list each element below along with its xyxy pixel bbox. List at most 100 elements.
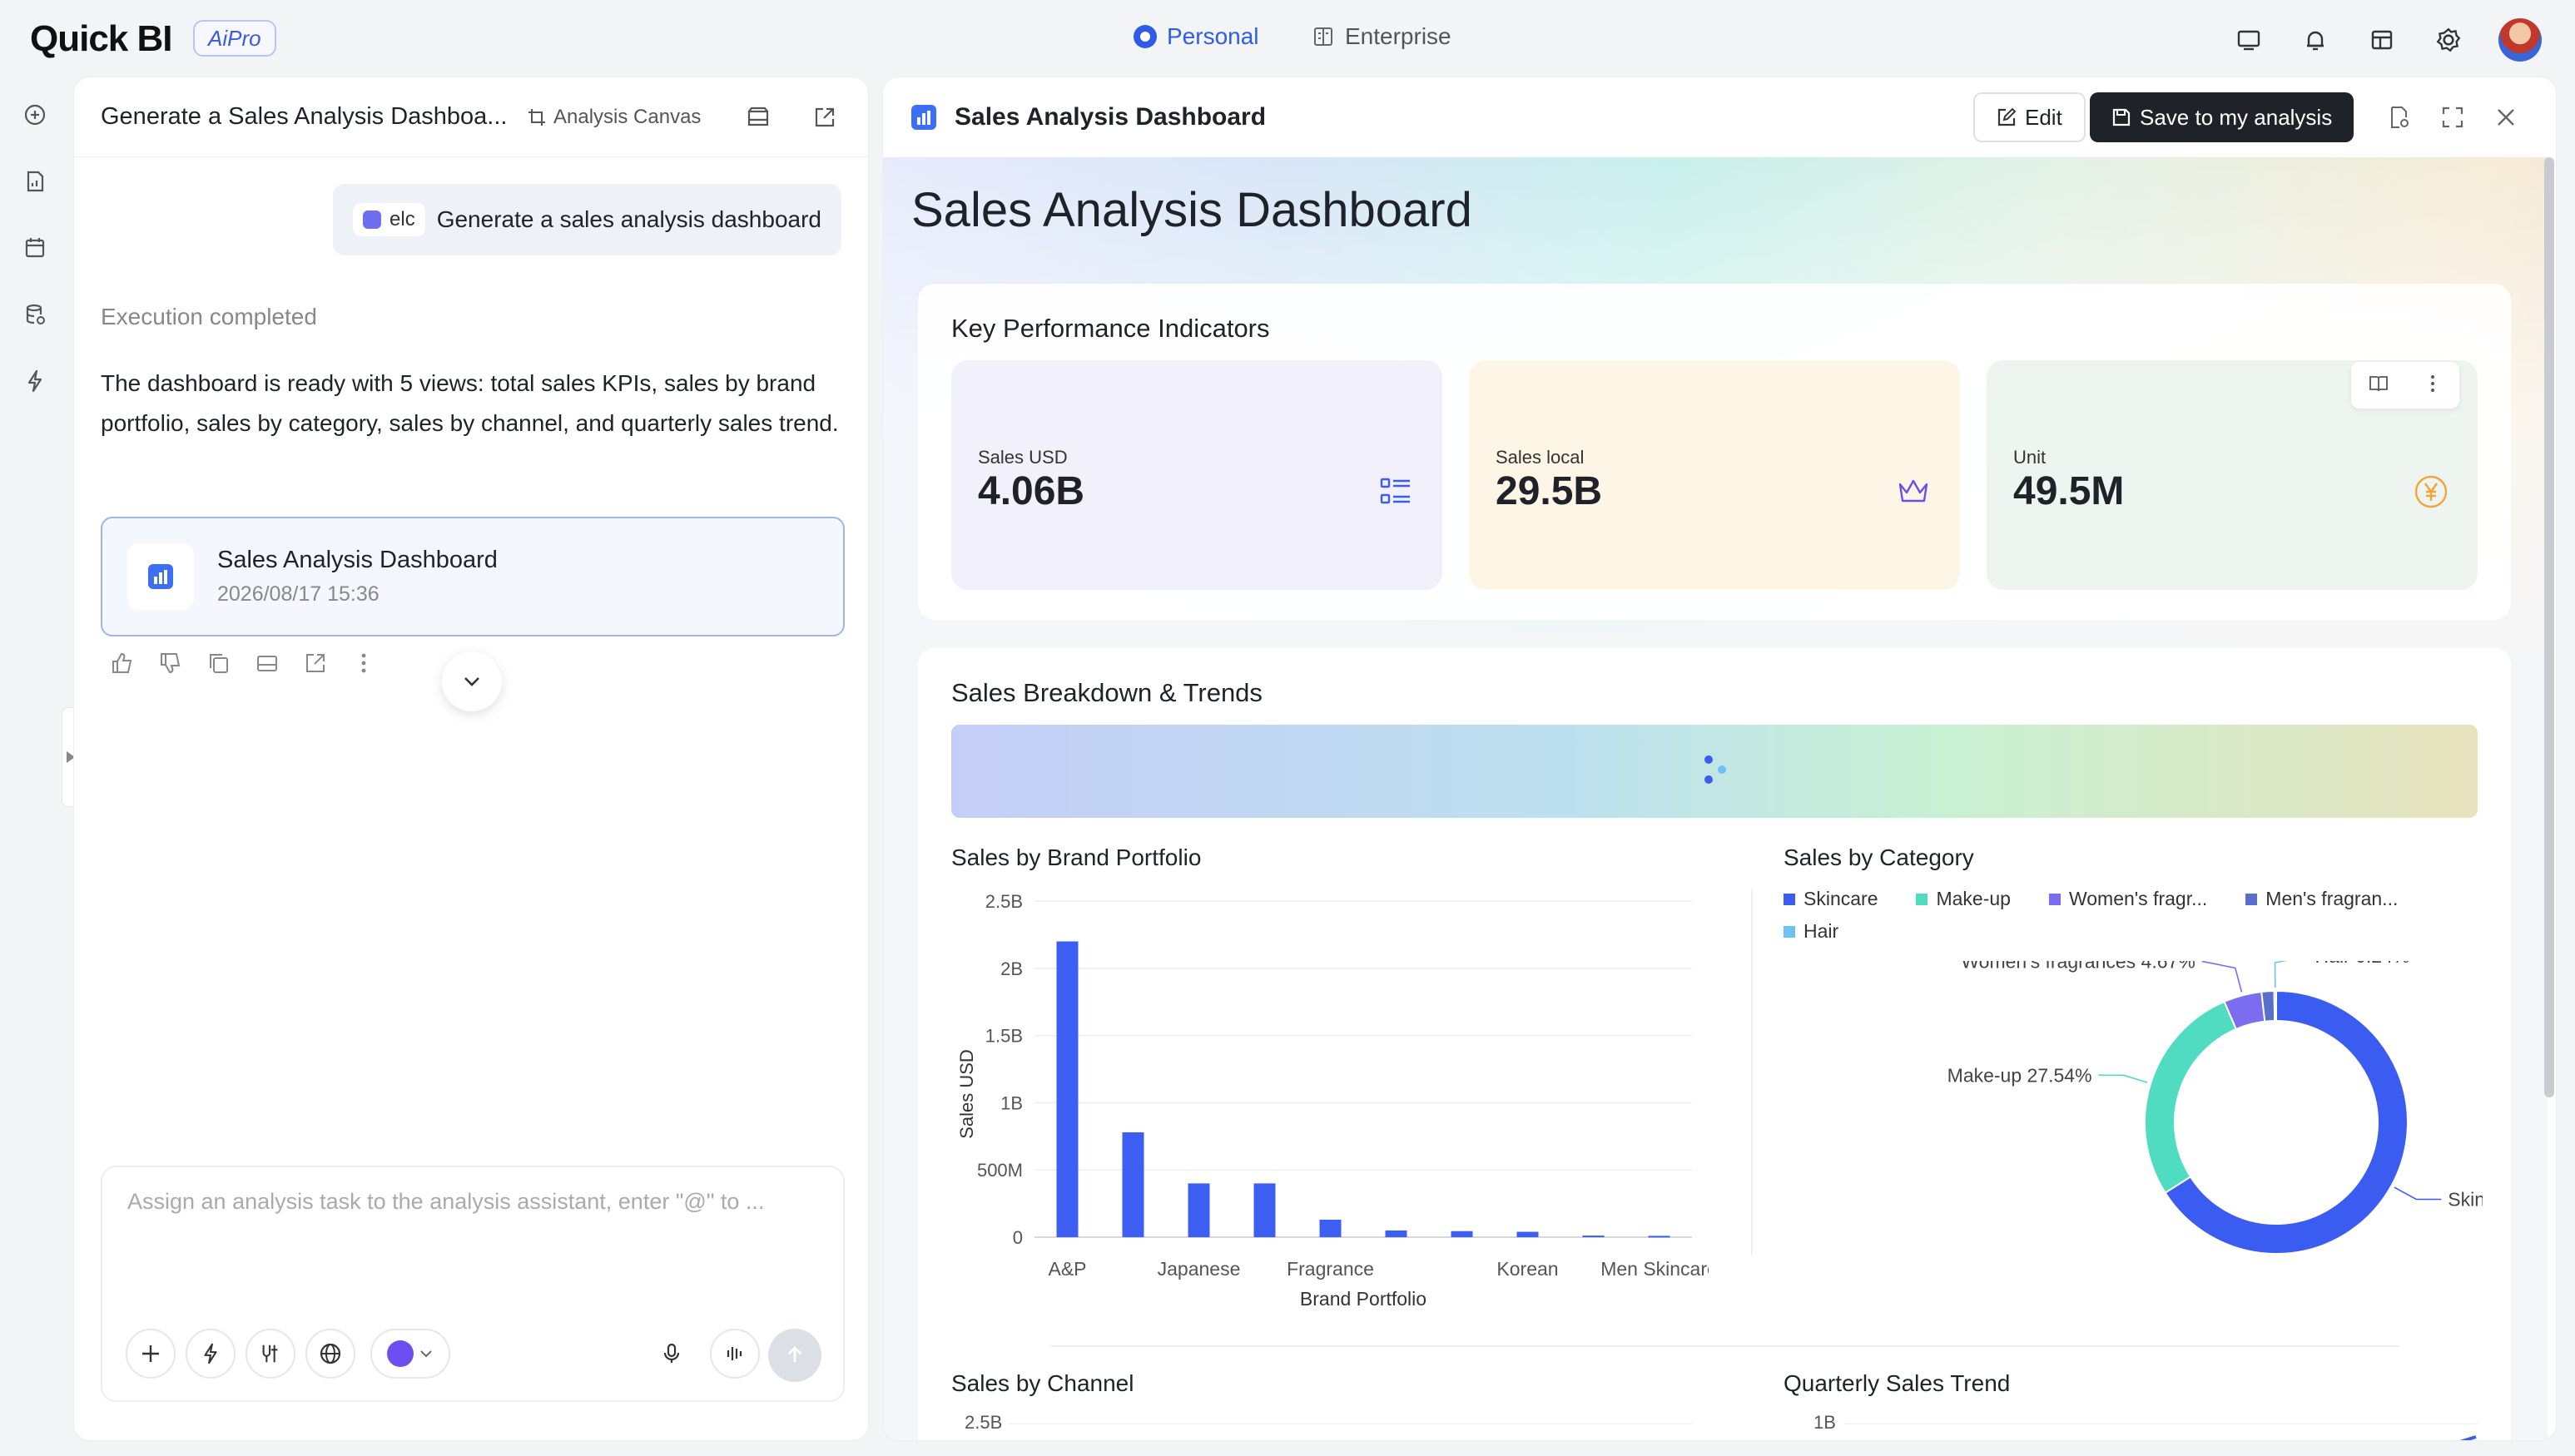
add-icon[interactable] bbox=[126, 1329, 176, 1379]
aipro-badge: AiPro bbox=[193, 20, 276, 57]
bar bbox=[1582, 1236, 1605, 1238]
legend-item-makeup[interactable]: Make-up bbox=[1916, 888, 2011, 910]
crown-icon bbox=[1893, 472, 1933, 512]
bar bbox=[1253, 1183, 1276, 1237]
file-settings-icon[interactable] bbox=[2383, 101, 2416, 134]
more-icon[interactable] bbox=[2422, 373, 2444, 399]
schedule-icon[interactable] bbox=[18, 231, 52, 265]
kpi-label: Sales local bbox=[1496, 447, 1585, 468]
dashboard-scrollbar[interactable] bbox=[2544, 157, 2554, 1097]
y-tick-label: 1.5B bbox=[985, 1026, 1023, 1047]
fullscreen-icon[interactable] bbox=[2436, 101, 2469, 134]
breakdown-section-title: Sales Breakdown & Trends bbox=[951, 678, 1263, 707]
brand-bar-chart: 0 500M 1B 1.5B 2B 2.5B A&P Japanese Fragrance Kor… bbox=[956, 891, 1709, 1310]
bar bbox=[1056, 941, 1079, 1237]
more-icon[interactable] bbox=[349, 648, 379, 678]
kpi-card-unit[interactable]: Unit 49.5M bbox=[1987, 360, 2478, 590]
chevron-down-icon bbox=[464, 677, 479, 686]
thumbs-up-icon[interactable] bbox=[107, 648, 137, 678]
dashboard-result-card[interactable]: Sales Analysis Dashboard 2026/08/17 15:3… bbox=[101, 517, 845, 636]
mode-personal-label: Personal bbox=[1167, 23, 1259, 49]
chat-header: Generate a Sales Analysis Dashboa... Ana… bbox=[74, 77, 868, 157]
x-tick-label: Fragrance bbox=[1287, 1258, 1374, 1280]
bar bbox=[1648, 1236, 1670, 1238]
mode-personal[interactable]: Personal bbox=[1134, 23, 1259, 50]
new-window-icon[interactable] bbox=[808, 101, 841, 134]
app-logo[interactable]: Quick BI bbox=[30, 18, 172, 59]
analysis-canvas-button[interactable]: Analysis Canvas bbox=[527, 106, 701, 129]
card-date: 2026/08/17 15:36 bbox=[217, 582, 380, 606]
bell-icon[interactable] bbox=[2299, 23, 2332, 57]
kpi-section: Key Performance Indicators Sales USD 4.0… bbox=[918, 284, 2511, 620]
chevron-down-icon bbox=[420, 1350, 432, 1358]
slice-label: Women's fragrances 4.67% bbox=[1961, 961, 2195, 972]
dashboard-canvas: Sales Analysis Dashboard Key Performance… bbox=[883, 157, 2548, 1440]
y-axis-label: Sales USD bbox=[956, 1049, 977, 1139]
screen-icon[interactable] bbox=[2232, 23, 2265, 57]
category-legend: Skincare Make-up Women's fragr... Men's … bbox=[1784, 888, 2449, 943]
leader-line bbox=[2201, 961, 2243, 993]
model-icon bbox=[387, 1340, 414, 1367]
kpi-card-toolbar bbox=[2351, 362, 2459, 409]
dashboard-header-title: Sales Analysis Dashboard bbox=[955, 103, 1267, 131]
calendar-grid-icon[interactable] bbox=[2365, 23, 2399, 57]
user-avatar[interactable] bbox=[2498, 18, 2542, 62]
bar bbox=[1188, 1183, 1210, 1237]
top-toolbar bbox=[2232, 18, 2542, 62]
agent-icon bbox=[363, 210, 382, 229]
inbox-icon[interactable] bbox=[252, 648, 282, 678]
legend-item-mens[interactable]: Men's fragran... bbox=[2245, 888, 2398, 910]
kpi-section-title: Key Performance Indicators bbox=[951, 314, 1270, 343]
history-icon[interactable] bbox=[742, 101, 775, 134]
globe-icon[interactable] bbox=[305, 1329, 355, 1379]
bar bbox=[1516, 1231, 1539, 1237]
model-selector[interactable] bbox=[370, 1329, 450, 1379]
share-icon[interactable] bbox=[300, 648, 330, 678]
kpi-label: Unit bbox=[2013, 447, 2047, 468]
quick-action-icon[interactable] bbox=[186, 1329, 236, 1379]
scroll-down-button[interactable] bbox=[442, 651, 502, 711]
slice-label: Skincare 66.00% bbox=[2448, 1188, 2483, 1210]
microphone-icon[interactable] bbox=[647, 1329, 697, 1379]
channel-axis-tick: 2.5B bbox=[965, 1412, 1003, 1433]
kpi-value: 29.5B bbox=[1496, 469, 1603, 513]
kpi-card-sales-usd[interactable]: Sales USD 4.06B bbox=[951, 360, 1442, 590]
leader-line bbox=[2274, 961, 2287, 988]
chart-icon bbox=[127, 543, 194, 610]
leader-line bbox=[2098, 1074, 2148, 1083]
mode-enterprise[interactable]: Enterprise bbox=[1312, 23, 1451, 50]
card-title: Sales Analysis Dashboard bbox=[217, 547, 498, 573]
legend-item-womens[interactable]: Women's fragr... bbox=[2048, 888, 2207, 910]
lightning-icon[interactable] bbox=[18, 364, 52, 398]
thumbs-down-icon[interactable] bbox=[156, 648, 186, 678]
left-rail bbox=[0, 77, 70, 1456]
legend-item-hair[interactable]: Hair bbox=[1784, 920, 1838, 943]
close-icon[interactable] bbox=[2489, 101, 2523, 134]
tools-icon[interactable] bbox=[246, 1329, 295, 1379]
chat-input-box[interactable]: Assign an analysis task to the analysis … bbox=[101, 1166, 845, 1402]
chat-input-placeholder[interactable]: Assign an analysis task to the analysis … bbox=[127, 1189, 765, 1214]
kpi-card-sales-local[interactable]: Sales local 29.5B bbox=[1469, 360, 1960, 590]
dashboard-title: Sales Analysis Dashboard bbox=[911, 183, 1472, 237]
edit-button[interactable]: Edit bbox=[1973, 92, 2086, 142]
gear-icon[interactable] bbox=[2432, 23, 2465, 57]
document-chart-icon[interactable] bbox=[18, 165, 52, 198]
y-tick-label: 2.5B bbox=[985, 891, 1023, 912]
copy-icon[interactable] bbox=[204, 648, 234, 678]
database-icon[interactable] bbox=[18, 298, 52, 331]
dashboard-panel: Sales Analysis Dashboard Edit Save to my… bbox=[882, 77, 2557, 1441]
legend-item-skincare[interactable]: Skincare bbox=[1784, 888, 1878, 910]
donut-slice bbox=[2164, 989, 2409, 1255]
trend-line bbox=[2459, 1435, 2477, 1440]
x-tick-label: Japanese bbox=[1158, 1258, 1241, 1280]
voice-wave-icon[interactable] bbox=[710, 1329, 760, 1379]
save-to-analysis-button[interactable]: Save to my analysis bbox=[2090, 92, 2354, 142]
book-icon[interactable] bbox=[2368, 373, 2389, 399]
trend-chart-title: Quarterly Sales Trend bbox=[1784, 1370, 2011, 1396]
send-button[interactable] bbox=[768, 1329, 821, 1382]
brand-chart-title: Sales by Brand Portfolio bbox=[951, 844, 1202, 870]
chat-title: Generate a Sales Analysis Dashboa... bbox=[101, 103, 508, 130]
y-tick-label: 0 bbox=[1013, 1227, 1023, 1248]
chat-panel: Generate a Sales Analysis Dashboa... Ana… bbox=[73, 77, 869, 1441]
new-chat-icon[interactable] bbox=[18, 98, 52, 131]
